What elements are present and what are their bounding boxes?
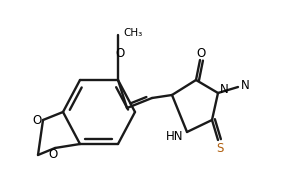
Text: S: S: [216, 142, 224, 155]
Text: O: O: [196, 46, 206, 60]
Text: HN: HN: [166, 130, 183, 143]
Text: O: O: [49, 147, 58, 160]
Text: CH₃: CH₃: [123, 28, 142, 38]
Text: O: O: [32, 113, 42, 126]
Text: N: N: [220, 83, 229, 96]
Text: N: N: [241, 79, 250, 91]
Text: O: O: [115, 46, 125, 60]
